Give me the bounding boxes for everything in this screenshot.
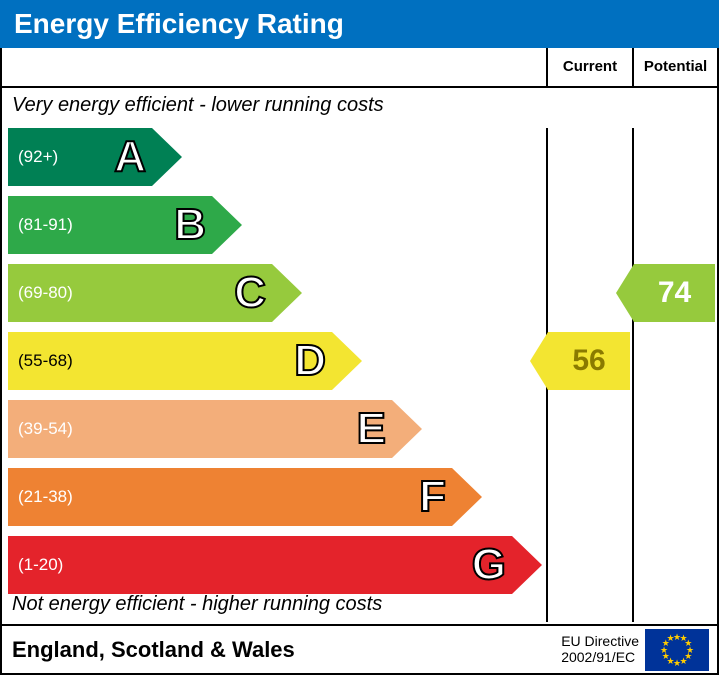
band-row-a: (92+) A: [2, 128, 546, 186]
band-row-d: (55-68) D: [2, 332, 546, 390]
band-bar: (69-80) C: [8, 264, 272, 322]
current-column: 56: [546, 128, 632, 622]
chart-footer: England, Scotland & Wales EU Directive 2…: [0, 624, 719, 675]
column-header-current: Current: [548, 48, 632, 75]
band-letter: F: [419, 472, 446, 522]
directive-line1: EU Directive: [561, 633, 639, 649]
current-rating-value: 56: [572, 344, 605, 378]
chart-title: Energy Efficiency Rating: [0, 0, 719, 48]
band-range: (39-54): [8, 419, 73, 439]
band-range: (81-91): [8, 215, 73, 235]
band-range: (55-68): [8, 351, 73, 371]
column-header-potential: Potential: [634, 48, 717, 75]
band-bar: (92+) A: [8, 128, 152, 186]
rating-bands: (92+) A (81-91) B (69-80) C (55-68) D (39-54) E (2…: [2, 128, 546, 604]
band-row-g: (1-20) G: [2, 536, 546, 594]
band-row-b: (81-91) B: [2, 196, 546, 254]
column-header-row: Current Potential: [2, 48, 717, 88]
band-row-f: (21-38) F: [2, 468, 546, 526]
band-row-e: (39-54) E: [2, 400, 546, 458]
band-range: (21-38): [8, 487, 73, 507]
directive-line2: 2002/91/EC: [561, 649, 635, 665]
band-letter: C: [234, 268, 266, 318]
chart-body: Current Potential Very energy efficient …: [0, 48, 719, 624]
band-letter: E: [357, 404, 386, 454]
band-letter: A: [114, 132, 146, 182]
band-letter: G: [472, 540, 506, 590]
eu-flag-icon: ★★★★★★★★★★★★: [645, 629, 709, 671]
band-row-c: (69-80) C: [2, 264, 546, 322]
current-rating-pointer: 56: [548, 332, 632, 390]
band-bar: (81-91) B: [8, 196, 212, 254]
potential-rating-value: 74: [658, 276, 691, 310]
chart-area: Very energy efficient - lower running co…: [2, 88, 717, 622]
band-bar: (39-54) E: [8, 400, 392, 458]
footer-directive: EU Directive 2002/91/EC: [561, 634, 639, 665]
band-bar: (55-68) D: [8, 332, 332, 390]
potential-rating-pointer: 74: [634, 264, 717, 322]
band-letter: B: [174, 200, 206, 250]
potential-column: 74: [632, 128, 717, 622]
epc-chart: Energy Efficiency Rating Current Potenti…: [0, 0, 719, 675]
footer-region: England, Scotland & Wales: [12, 637, 295, 663]
band-bar: (21-38) F: [8, 468, 452, 526]
band-range: (92+): [8, 147, 58, 167]
band-letter: D: [294, 336, 326, 386]
caption-inefficient: Not energy efficient - higher running co…: [12, 593, 382, 616]
band-range: (1-20): [8, 555, 63, 575]
band-bar: (1-20) G: [8, 536, 512, 594]
band-range: (69-80): [8, 283, 73, 303]
caption-efficient: Very energy efficient - lower running co…: [12, 94, 384, 117]
